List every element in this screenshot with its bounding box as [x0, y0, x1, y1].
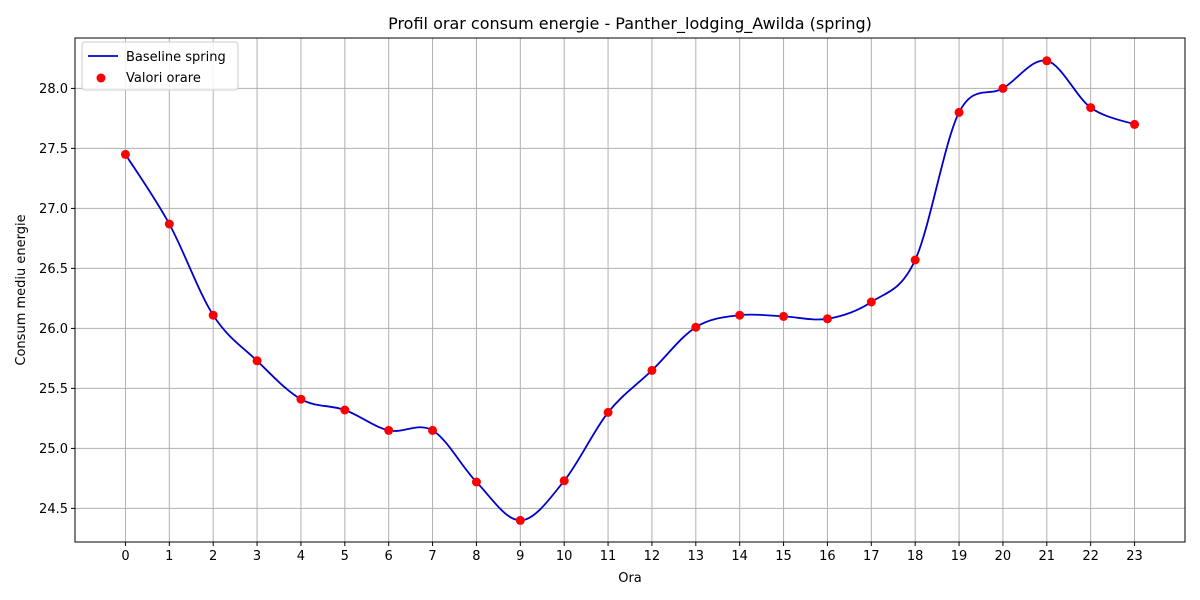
- x-tick-label: 8: [472, 549, 480, 564]
- hourly-point: [1130, 119, 1140, 129]
- y-axis-label: Consum mediu energie: [14, 214, 29, 365]
- y-axis: 24.5 25.0 25.5 26.0 26.5 27.0 27.5 28.0: [39, 82, 75, 517]
- x-tick-label: 4: [297, 549, 305, 564]
- plot-series: [120, 56, 1140, 525]
- hourly-point: [559, 476, 569, 486]
- x-tick-label: 12: [644, 549, 661, 564]
- hourly-point: [822, 314, 832, 324]
- baseline-line: [124, 59, 1135, 522]
- x-axis: 0 1 2 3 4 5 6 7 8 9 10 11 12 13 14 15 16 17 18 19 20 21 22 23: [121, 542, 1143, 564]
- x-tick-label: 14: [731, 549, 748, 564]
- hourly-point: [296, 394, 306, 404]
- x-tick-label: 15: [775, 549, 792, 564]
- x-tick-label: 1: [165, 549, 173, 564]
- grid-lines: [75, 38, 1185, 542]
- x-tick-label: 7: [428, 549, 436, 564]
- hourly-point: [428, 425, 438, 435]
- y-tick-label: 25.5: [39, 382, 68, 397]
- x-tick-label: 9: [516, 549, 524, 564]
- hourly-point: [603, 407, 613, 417]
- x-tick-label: 2: [209, 549, 217, 564]
- legend-box: [81, 41, 239, 91]
- y-tick-label: 27.5: [39, 142, 68, 157]
- hourly-point: [691, 322, 701, 332]
- x-tick-label: 22: [1082, 549, 1099, 564]
- x-tick-label: 3: [253, 549, 261, 564]
- x-tick-label: 13: [688, 549, 705, 564]
- hourly-point: [252, 356, 262, 366]
- hourly-point: [954, 107, 964, 117]
- legend-marker-swatch: [96, 73, 106, 83]
- hourly-point: [998, 83, 1008, 93]
- hourly-point: [647, 365, 657, 375]
- legend-label-baseline: Baseline spring: [126, 50, 226, 65]
- x-tick-label: 11: [600, 549, 617, 564]
- hourly-point: [208, 310, 218, 320]
- x-tick-label: 5: [341, 549, 349, 564]
- y-tick-label: 27.0: [39, 202, 68, 217]
- legend-label-points: Valori orare: [126, 71, 201, 86]
- plot-area-frame: [74, 37, 1186, 543]
- hourly-point: [515, 515, 525, 525]
- hourly-point: [471, 477, 481, 487]
- x-tick-label: 21: [1039, 549, 1056, 564]
- hourly-point: [1042, 56, 1052, 66]
- hourly-point: [340, 405, 350, 415]
- x-axis-label: Ora: [618, 571, 642, 586]
- x-tick-label: 10: [556, 549, 573, 564]
- x-tick-label: 16: [819, 549, 836, 564]
- y-tick-label: 24.5: [39, 502, 68, 517]
- chart-title: Profil orar consum energie - Panther_lod…: [388, 14, 872, 34]
- hourly-point: [866, 297, 876, 307]
- hourly-point: [120, 149, 130, 159]
- x-tick-label: 19: [951, 549, 968, 564]
- x-tick-label: 6: [385, 549, 393, 564]
- legend: Baseline spring Valori orare: [81, 41, 239, 91]
- hourly-point: [910, 255, 920, 265]
- hourly-point: [779, 311, 789, 321]
- x-tick-label: 0: [121, 549, 129, 564]
- hourly-point: [1086, 103, 1096, 113]
- x-tick-label: 20: [995, 549, 1012, 564]
- x-tick-label: 17: [863, 549, 880, 564]
- y-tick-label: 25.0: [39, 442, 68, 457]
- x-tick-label: 18: [907, 549, 924, 564]
- hourly-point: [384, 425, 394, 435]
- y-tick-label: 26.0: [39, 322, 68, 337]
- y-tick-label: 28.0: [39, 82, 68, 97]
- hourly-point: [735, 310, 745, 320]
- hourly-point: [164, 219, 174, 229]
- y-tick-label: 26.5: [39, 262, 68, 277]
- x-tick-label: 23: [1126, 549, 1143, 564]
